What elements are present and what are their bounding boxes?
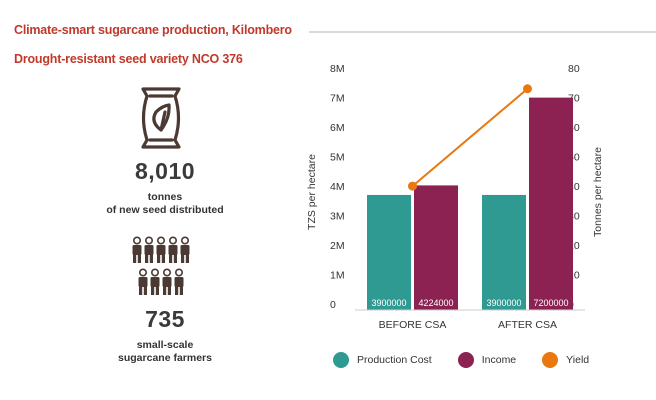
bar-value-label: 3900000 [371, 298, 406, 308]
y-tick-label: 6M [330, 122, 345, 134]
bar-value-label: 4224000 [418, 298, 453, 308]
page-subtitle: Drought-resistant seed variety NCO 376 [14, 52, 243, 66]
y2-tick-label: 40 [568, 181, 580, 193]
bar-value-label: 3900000 [486, 298, 521, 308]
title-block: Climate-smart sugarcane production, Kilo… [14, 23, 314, 66]
x-tick-label: BEFORE CSA [379, 319, 447, 331]
farmer-figure [156, 236, 166, 263]
combo-chart: 01M2M3M4M5M6M7M8M01020304050607080TZS pe… [306, 63, 604, 331]
y2-tick-label: 70 [568, 93, 580, 105]
chart-legend: Production Cost Income Yield [333, 350, 615, 370]
y-tick-label: 5M [330, 152, 345, 164]
farmer-figure [174, 268, 184, 295]
seed-bag-icon [141, 87, 181, 149]
stat-label-line2: of new seed distributed [106, 204, 224, 216]
y-tick-label: 3M [330, 211, 345, 223]
farmer-figure [138, 268, 148, 295]
y-tick-label: 2M [330, 240, 345, 252]
y2-tick-label: 30 [568, 211, 580, 223]
y-tick-label: 0 [330, 299, 336, 311]
stat-label-line1: tonnes [147, 191, 183, 203]
y2-tick-label: 80 [568, 63, 580, 75]
title-divider [309, 31, 656, 33]
stat-value: 735 [145, 306, 185, 332]
y-tick-label: 4M [330, 181, 345, 193]
bar [529, 97, 573, 310]
farmer-figure [132, 236, 142, 263]
farmers-group-icon [132, 236, 190, 295]
legend-swatch-yield [542, 352, 559, 368]
legend-swatch-production-cost [333, 352, 349, 368]
bar-value-label: 7200000 [533, 298, 568, 308]
x-tick-label: AFTER CSA [498, 319, 557, 331]
bar [414, 185, 458, 310]
legend-label-yield: Yield [566, 354, 590, 366]
yield-point [408, 181, 417, 191]
farmer-figure [180, 236, 190, 263]
y2-tick-label: 50 [568, 152, 580, 164]
yield-point [523, 84, 532, 94]
legend-item-income: Income [457, 352, 517, 368]
farmer-figure [150, 268, 160, 295]
legend-label-income: Income [481, 354, 517, 366]
legend-item-yield: Yield [542, 352, 589, 368]
stat-label-line2: sugarcane farmers [118, 352, 212, 364]
farmer-figure [168, 236, 178, 263]
bar [367, 194, 411, 310]
legend-swatch-income [457, 352, 474, 368]
legend-label-production-cost: Production Cost [357, 354, 432, 366]
y-tick-label: 8M [330, 63, 345, 75]
farmer-figure [144, 236, 154, 263]
stat-label-line1: small-scale [136, 339, 194, 351]
y-tick-label: 7M [330, 93, 345, 105]
y-tick-label: 1M [330, 270, 345, 282]
y-axis-label: TZS per hectare [306, 154, 318, 230]
stat-seed: 8,010 tonnes of new seed distributed [70, 158, 260, 217]
stat-value: 8,010 [134, 158, 196, 184]
page-title: Climate-smart sugarcane production, Kilo… [14, 23, 292, 37]
stat-farmers: 735 small-scale sugarcane farmers [70, 306, 260, 365]
legend-item-production-cost: Production Cost [333, 352, 432, 368]
farmer-figure [162, 268, 172, 295]
y2-tick-label: 20 [568, 240, 580, 252]
bar [482, 194, 526, 310]
yield-line [411, 87, 529, 187]
y2-axis-label: Tonnes per hectare [592, 147, 604, 237]
y2-tick-label: 60 [568, 122, 580, 134]
y2-tick-label: 10 [568, 270, 580, 282]
